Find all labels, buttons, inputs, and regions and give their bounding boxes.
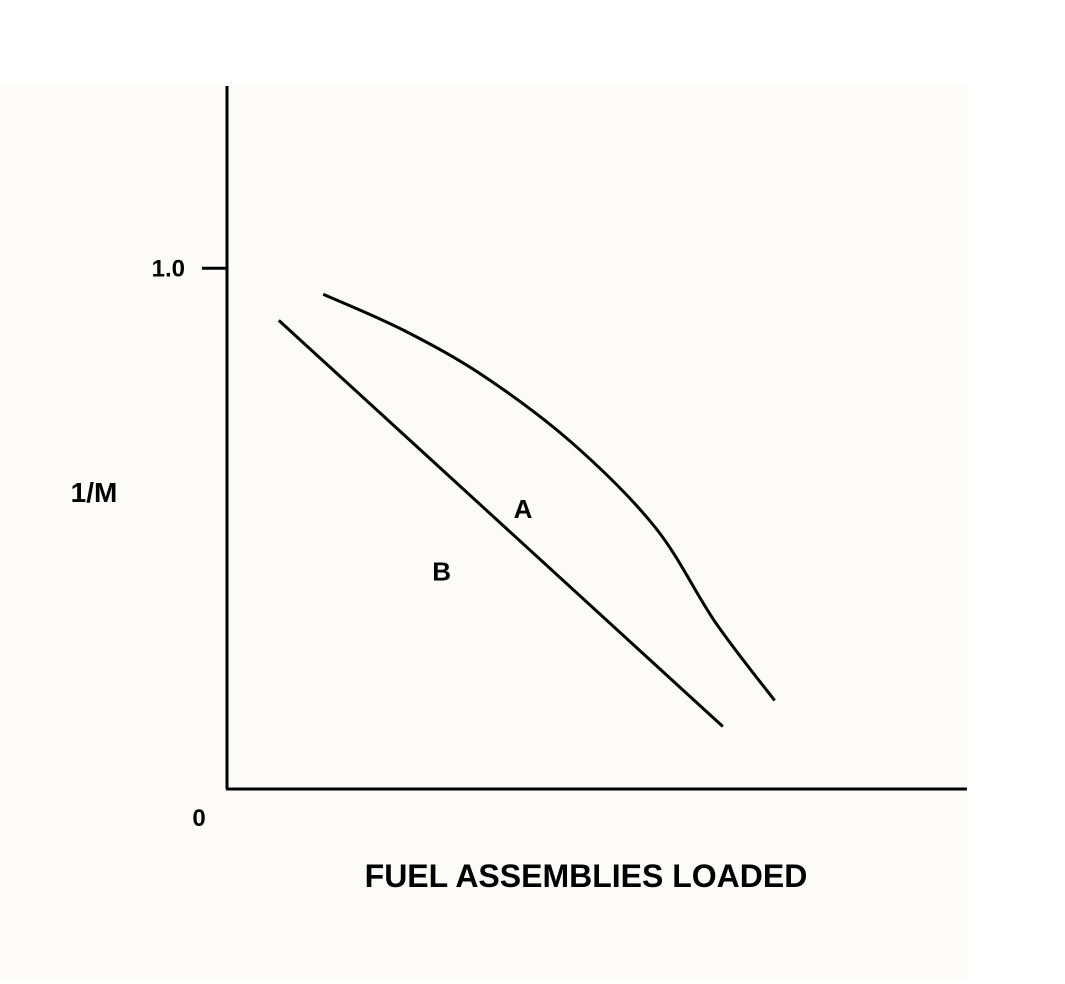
plot-background — [0, 85, 968, 979]
y-axis-label: 1/M — [71, 477, 118, 508]
series-line-a — [322, 292, 776, 702]
series-label-a: A — [514, 494, 533, 524]
series-line-b — [277, 319, 724, 728]
series-layer: AB — [277, 292, 776, 728]
x-axis-label: FUEL ASSEMBLIES LOADED — [365, 858, 808, 894]
y-ticks: 1.0 — [152, 255, 227, 282]
y-tick-label: 1.0 — [152, 255, 185, 282]
series-label-b: B — [432, 557, 451, 587]
origin-label: 0 — [192, 805, 205, 832]
